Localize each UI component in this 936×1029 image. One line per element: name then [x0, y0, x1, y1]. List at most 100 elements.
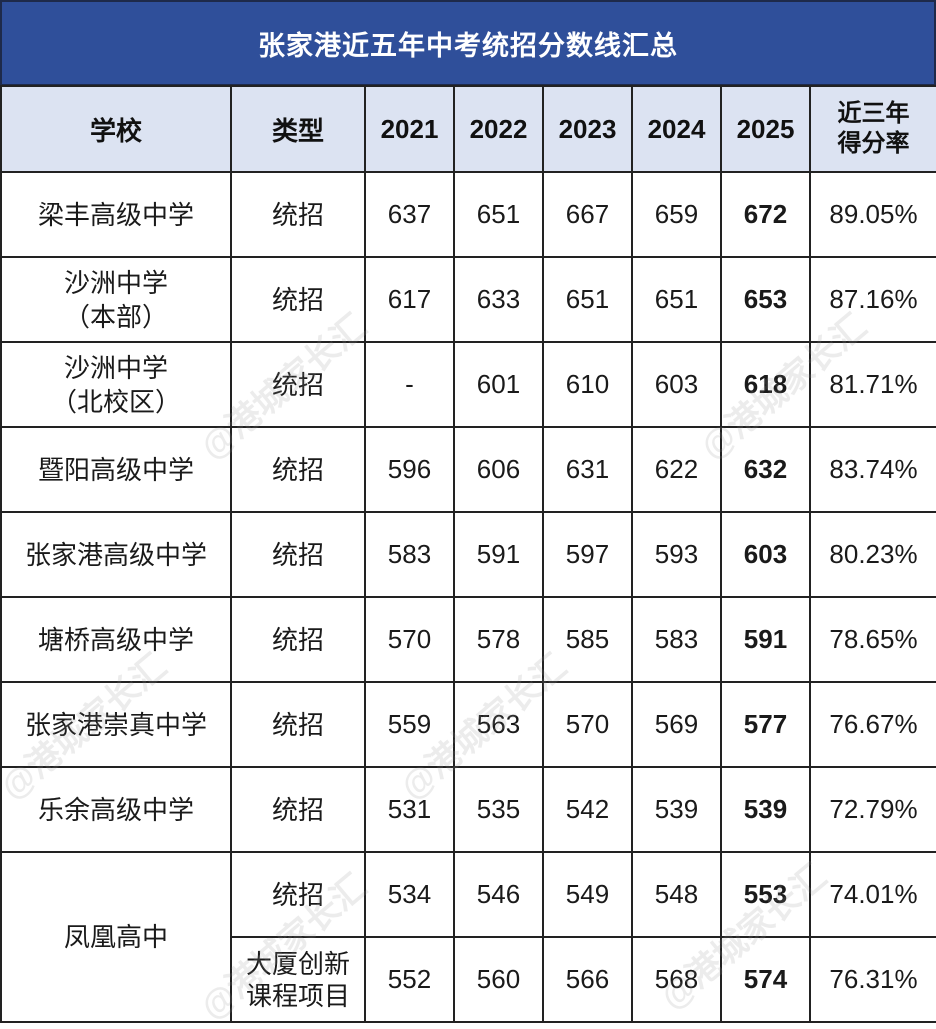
header-year-2024: 2024 [631, 85, 722, 173]
score-2022: 546 [453, 851, 544, 938]
score-2023: 585 [542, 596, 633, 683]
score-2024: 651 [631, 256, 722, 343]
score-2021: 583 [364, 511, 455, 598]
score-rate: 76.67% [809, 681, 936, 768]
table-row: 塘桥高级中学 统招 570 578 585 583 591 78.65% [0, 596, 936, 683]
score-2024: 659 [631, 171, 722, 258]
score-rate: 83.74% [809, 426, 936, 513]
admission-type: 统招 [230, 766, 366, 853]
score-2025: 632 [720, 426, 811, 513]
score-2023: 542 [542, 766, 633, 853]
table-row: 张家港崇真中学 统招 559 563 570 569 577 76.67% [0, 681, 936, 768]
admission-type: 统招 [230, 171, 366, 258]
school-name: 乐余高级中学 [0, 766, 232, 853]
score-table: 学校 类型 2021 2022 2023 2024 2025 近三年 得分率 梁… [0, 85, 936, 1023]
score-2021: 617 [364, 256, 455, 343]
score-2022: 601 [453, 341, 544, 428]
score-2023: 631 [542, 426, 633, 513]
score-2022: 535 [453, 766, 544, 853]
admission-type: 统招 [230, 426, 366, 513]
score-rate: 87.16% [809, 256, 936, 343]
admission-type: 统招 [230, 511, 366, 598]
school-name: 暨阳高级中学 [0, 426, 232, 513]
school-name: 塘桥高级中学 [0, 596, 232, 683]
score-2022: 563 [453, 681, 544, 768]
score-2021: 559 [364, 681, 455, 768]
score-2021: 596 [364, 426, 455, 513]
score-2025: 553 [720, 851, 811, 938]
school-name: 张家港高级中学 [0, 511, 232, 598]
score-2024: 622 [631, 426, 722, 513]
score-2022: 560 [453, 936, 544, 1023]
score-2024: 603 [631, 341, 722, 428]
score-2024: 569 [631, 681, 722, 768]
header-year-2023: 2023 [542, 85, 633, 173]
score-rate: 76.31% [809, 936, 936, 1023]
admission-type: 统招 [230, 341, 366, 428]
score-2024: 548 [631, 851, 722, 938]
score-2023: 651 [542, 256, 633, 343]
score-2024: 583 [631, 596, 722, 683]
school-name: 沙洲中学 （本部） [0, 256, 232, 343]
score-2025: 577 [720, 681, 811, 768]
score-2025: 653 [720, 256, 811, 343]
table-row: 沙洲中学 （北校区） 统招 - 601 610 603 618 81.71% [0, 341, 936, 428]
header-year-2022: 2022 [453, 85, 544, 173]
table-row: 张家港高级中学 统招 583 591 597 593 603 80.23% [0, 511, 936, 598]
score-2022: 633 [453, 256, 544, 343]
table-row: 乐余高级中学 统招 531 535 542 539 539 72.79% [0, 766, 936, 853]
score-2022: 591 [453, 511, 544, 598]
admission-type: 统招 [230, 596, 366, 683]
header-rate: 近三年 得分率 [809, 85, 936, 173]
score-rate: 80.23% [809, 511, 936, 598]
score-2023: 667 [542, 171, 633, 258]
score-2023: 549 [542, 851, 633, 938]
table-row: 大厦创新 课程项目 552 560 566 568 574 76.31% [1, 936, 936, 1023]
score-2021: 570 [364, 596, 455, 683]
score-2023: 610 [542, 341, 633, 428]
score-2025: 672 [720, 171, 811, 258]
header-row: 学校 类型 2021 2022 2023 2024 2025 近三年 得分率 [0, 85, 936, 173]
score-rate: 81.71% [809, 341, 936, 428]
admission-type: 统招 [230, 681, 366, 768]
score-2021: 531 [364, 766, 455, 853]
score-rate: 74.01% [809, 851, 936, 938]
score-2025: 603 [720, 511, 811, 598]
header-year-2021: 2021 [364, 85, 455, 173]
score-2022: 606 [453, 426, 544, 513]
table-row: 凤凰高中 统招 534 546 549 548 553 74.01% [0, 851, 936, 1023]
school-name: 张家港崇真中学 [0, 681, 232, 768]
score-2025: 618 [720, 341, 811, 428]
table-row: 暨阳高级中学 统招 596 606 631 622 632 83.74% [0, 426, 936, 513]
score-2021: 534 [364, 851, 455, 938]
score-2024: 568 [631, 936, 722, 1023]
table-row: 沙洲中学 （本部） 统招 617 633 651 651 653 87.16% [0, 256, 936, 343]
score-2025: 591 [720, 596, 811, 683]
score-2023: 597 [542, 511, 633, 598]
score-2021: - [364, 341, 455, 428]
score-rate: 89.05% [809, 171, 936, 258]
score-2024: 539 [631, 766, 722, 853]
school-name: 梁丰高级中学 [0, 171, 232, 258]
score-2025: 539 [720, 766, 811, 853]
score-rate: 78.65% [809, 596, 936, 683]
table-title: 张家港近五年中考统招分数线汇总 [0, 0, 936, 86]
score-2022: 578 [453, 596, 544, 683]
score-rate: 72.79% [809, 766, 936, 853]
school-name: 沙洲中学 （北校区） [0, 341, 232, 428]
admission-type: 大厦创新 课程项目 [230, 936, 366, 1023]
admission-type: 统招 [230, 256, 366, 343]
admission-type: 统招 [230, 851, 366, 938]
score-2021: 637 [364, 171, 455, 258]
score-2024: 593 [631, 511, 722, 598]
header-year-2025: 2025 [720, 85, 811, 173]
table-row: 梁丰高级中学 统招 637 651 667 659 672 89.05% [0, 171, 936, 258]
score-2021: 552 [364, 936, 455, 1023]
score-2023: 570 [542, 681, 633, 768]
header-school: 学校 [0, 85, 232, 173]
score-2022: 651 [453, 171, 544, 258]
score-2023: 566 [542, 936, 633, 1023]
score-2025: 574 [720, 936, 811, 1023]
header-type: 类型 [230, 85, 366, 173]
school-name: 凤凰高中 [0, 851, 232, 1023]
